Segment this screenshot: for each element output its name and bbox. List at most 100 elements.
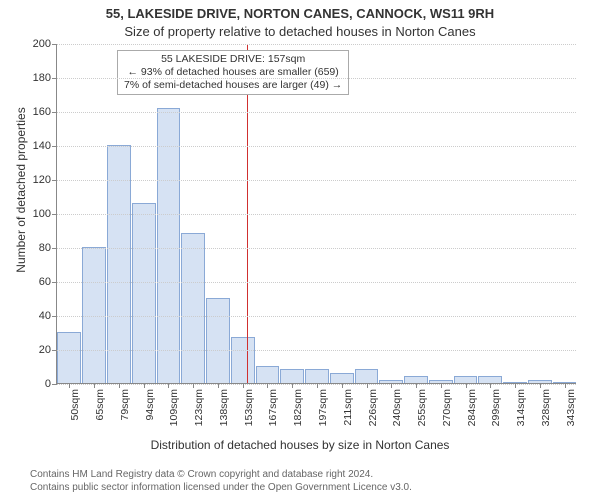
- xtick-mark: [94, 383, 95, 388]
- ytick-label: 40: [39, 310, 51, 322]
- histogram-bar: [454, 376, 478, 383]
- xtick-mark: [342, 383, 343, 388]
- xtick-mark: [466, 383, 467, 388]
- ytick-mark: [52, 282, 57, 283]
- histogram-bar: [206, 298, 230, 383]
- chart-title-line2: Size of property relative to detached ho…: [0, 24, 600, 39]
- ytick-label: 200: [33, 38, 51, 50]
- xtick-mark: [490, 383, 491, 388]
- ytick-mark: [52, 146, 57, 147]
- gridline-h: [57, 350, 576, 351]
- xtick-label: 167sqm: [267, 389, 279, 426]
- xtick-mark: [416, 383, 417, 388]
- xtick-mark: [193, 383, 194, 388]
- ytick-label: 80: [39, 242, 51, 254]
- gridline-h: [57, 112, 576, 113]
- xtick-label: 50sqm: [69, 389, 81, 421]
- xtick-mark: [565, 383, 566, 388]
- xtick-label: 255sqm: [416, 389, 428, 426]
- ytick-mark: [52, 316, 57, 317]
- histogram-bar: [157, 108, 181, 383]
- attribution-line2: Contains public sector information licen…: [30, 481, 590, 494]
- xtick-label: 343sqm: [565, 389, 577, 426]
- xtick-label: 123sqm: [193, 389, 205, 426]
- attribution-line1: Contains HM Land Registry data © Crown c…: [30, 468, 590, 481]
- xtick-label: 182sqm: [292, 389, 304, 426]
- attribution-text: Contains HM Land Registry data © Crown c…: [30, 468, 590, 494]
- gridline-h: [57, 44, 576, 45]
- ytick-label: 20: [39, 344, 51, 356]
- histogram-bar: [256, 366, 280, 383]
- histogram-bar: [355, 369, 379, 383]
- histogram-bar: [280, 369, 304, 383]
- xtick-mark: [218, 383, 219, 388]
- ytick-mark: [52, 180, 57, 181]
- xtick-mark: [243, 383, 244, 388]
- xtick-mark: [168, 383, 169, 388]
- ytick-label: 0: [45, 378, 51, 390]
- histogram-bar: [231, 337, 255, 383]
- xtick-label: 211sqm: [342, 389, 354, 426]
- histogram-bar: [181, 233, 205, 383]
- gridline-h: [57, 146, 576, 147]
- xtick-label: 226sqm: [367, 389, 379, 426]
- ytick-mark: [52, 350, 57, 351]
- histogram-bar: [478, 376, 502, 383]
- ytick-mark: [52, 44, 57, 45]
- chart-title-line1: 55, LAKESIDE DRIVE, NORTON CANES, CANNOC…: [0, 6, 600, 21]
- xtick-mark: [391, 383, 392, 388]
- xtick-label: 240sqm: [391, 389, 403, 426]
- gridline-h: [57, 316, 576, 317]
- xtick-label: 109sqm: [168, 389, 180, 426]
- xtick-mark: [144, 383, 145, 388]
- histogram-bar: [57, 332, 81, 383]
- xtick-label: 197sqm: [317, 389, 329, 426]
- xtick-label: 314sqm: [515, 389, 527, 426]
- xtick-mark: [367, 383, 368, 388]
- xtick-label: 138sqm: [218, 389, 230, 426]
- xtick-mark: [267, 383, 268, 388]
- ytick-mark: [52, 248, 57, 249]
- y-axis-label: Number of detached properties: [14, 40, 28, 340]
- gridline-h: [57, 78, 576, 79]
- xtick-mark: [292, 383, 293, 388]
- ytick-mark: [52, 214, 57, 215]
- xtick-mark: [515, 383, 516, 388]
- xtick-label: 299sqm: [490, 389, 502, 426]
- xtick-mark: [69, 383, 70, 388]
- ytick-mark: [52, 78, 57, 79]
- xtick-mark: [540, 383, 541, 388]
- xtick-label: 328sqm: [540, 389, 552, 426]
- gridline-h: [57, 214, 576, 215]
- ytick-label: 180: [33, 72, 51, 84]
- xtick-label: 270sqm: [441, 389, 453, 426]
- histogram-bar: [132, 203, 156, 383]
- histogram-bar: [82, 247, 106, 383]
- gridline-h: [57, 282, 576, 283]
- histogram-bar: [404, 376, 428, 383]
- xtick-label: 79sqm: [119, 389, 131, 421]
- histogram-bar: [330, 373, 354, 383]
- ytick-mark: [52, 384, 57, 385]
- xtick-label: 284sqm: [466, 389, 478, 426]
- xtick-mark: [119, 383, 120, 388]
- histogram-bar: [305, 369, 329, 383]
- callout-line: 55 LAKESIDE DRIVE: 157sqm: [124, 53, 342, 66]
- ytick-mark: [52, 112, 57, 113]
- histogram-chart: 55, LAKESIDE DRIVE, NORTON CANES, CANNOC…: [0, 0, 600, 500]
- ytick-label: 140: [33, 140, 51, 152]
- x-axis-label: Distribution of detached houses by size …: [0, 438, 600, 452]
- ytick-label: 100: [33, 208, 51, 220]
- callout-line: 7% of semi-detached houses are larger (4…: [124, 79, 342, 92]
- xtick-label: 65sqm: [94, 389, 106, 421]
- xtick-label: 153sqm: [243, 389, 255, 426]
- gridline-h: [57, 180, 576, 181]
- ytick-label: 60: [39, 276, 51, 288]
- ytick-label: 120: [33, 174, 51, 186]
- ytick-label: 160: [33, 106, 51, 118]
- xtick-mark: [441, 383, 442, 388]
- gridline-h: [57, 248, 576, 249]
- reference-callout: 55 LAKESIDE DRIVE: 157sqm← 93% of detach…: [117, 50, 349, 95]
- xtick-label: 94sqm: [144, 389, 156, 421]
- xtick-mark: [317, 383, 318, 388]
